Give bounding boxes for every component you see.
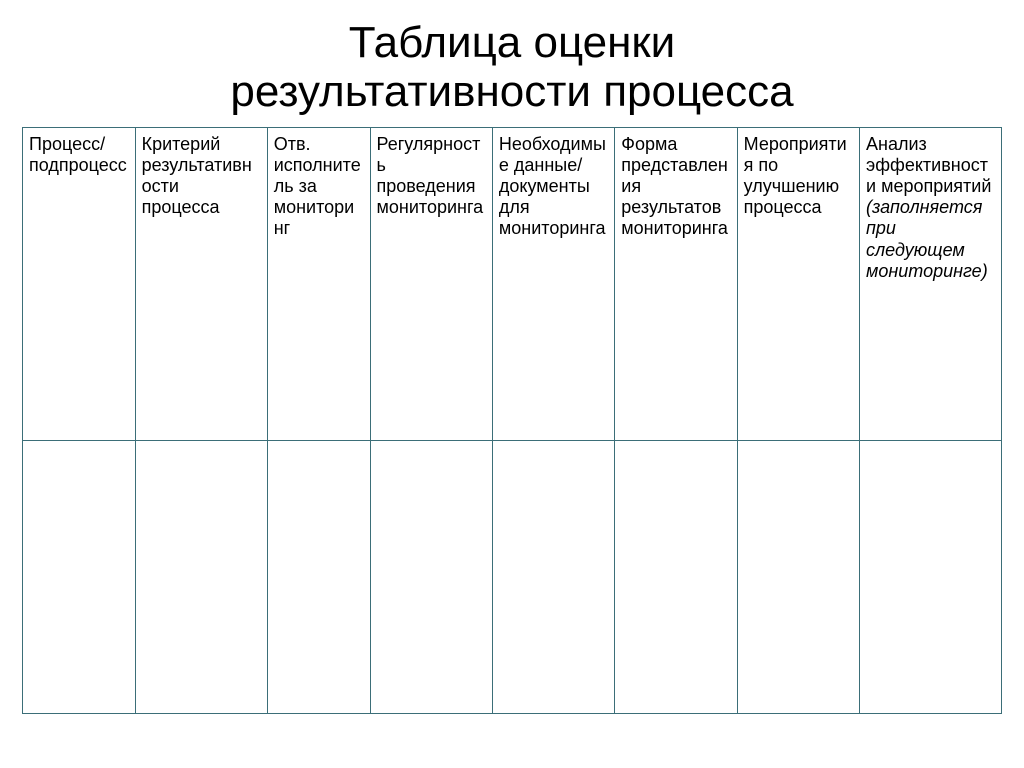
- evaluation-table: Процесс/подпроцесс Критерий результативно…: [22, 127, 1002, 714]
- header-cell-text: Отв. исполнитель за мониторинг: [274, 134, 361, 239]
- page-title: Таблица оценки результативности процесса: [22, 18, 1002, 117]
- table-header-cell: Критерий результативности процесса: [135, 127, 267, 440]
- header-cell-text: Регулярность проведения мониторинга: [377, 134, 484, 218]
- table-cell: [135, 440, 267, 713]
- title-line-2: результативности процесса: [230, 67, 793, 116]
- title-line-1: Таблица оценки: [349, 18, 676, 67]
- header-cell-text: Необходимые данные/документы для монитор…: [499, 134, 606, 239]
- header-cell-text: Анализ эффективности мероприятий: [866, 134, 991, 196]
- table-header-cell: Регулярность проведения мониторинга: [370, 127, 492, 440]
- header-cell-text: Форма представления результатов монитори…: [621, 134, 728, 239]
- table-header-cell: Отв. исполнитель за мониторинг: [267, 127, 370, 440]
- table-header-cell: Анализ эффективности мероприятий (заполн…: [860, 127, 1002, 440]
- table-cell: [737, 440, 859, 713]
- table-cell: [860, 440, 1002, 713]
- table-header-cell: Мероприятия по улучшению процесса: [737, 127, 859, 440]
- table-header-row: Процесс/подпроцесс Критерий результативно…: [23, 127, 1002, 440]
- table-header-cell: Процесс/подпроцесс: [23, 127, 136, 440]
- header-cell-note: (заполняется при следующем мониторинге): [866, 197, 988, 281]
- header-cell-text: Критерий результативности процесса: [142, 134, 252, 218]
- table-cell: [267, 440, 370, 713]
- table-cell: [615, 440, 737, 713]
- table-header-cell: Необходимые данные/документы для монитор…: [492, 127, 614, 440]
- table-cell: [23, 440, 136, 713]
- table-header-cell: Форма представления результатов монитори…: [615, 127, 737, 440]
- header-cell-text: Процесс/подпроцесс: [29, 134, 127, 175]
- header-cell-text: Мероприятия по улучшению процесса: [744, 134, 847, 218]
- table-row: [23, 440, 1002, 713]
- slide: Таблица оценки результативности процесса…: [0, 0, 1024, 768]
- table-cell: [370, 440, 492, 713]
- table-cell: [492, 440, 614, 713]
